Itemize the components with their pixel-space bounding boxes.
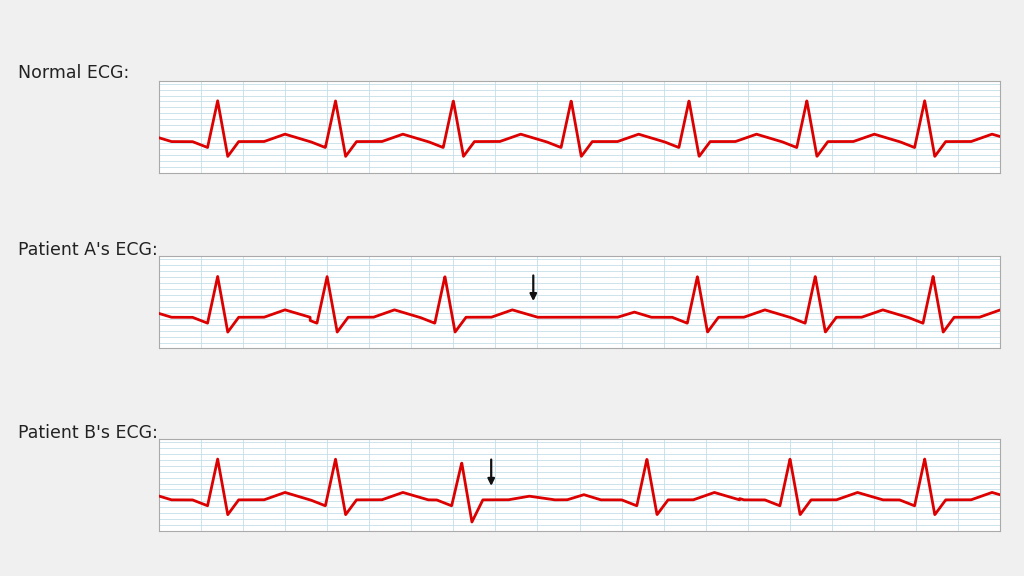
Text: Normal ECG:: Normal ECG: xyxy=(18,64,130,82)
Text: Patient A's ECG:: Patient A's ECG: xyxy=(18,241,158,259)
Text: Patient B's ECG:: Patient B's ECG: xyxy=(18,424,159,442)
